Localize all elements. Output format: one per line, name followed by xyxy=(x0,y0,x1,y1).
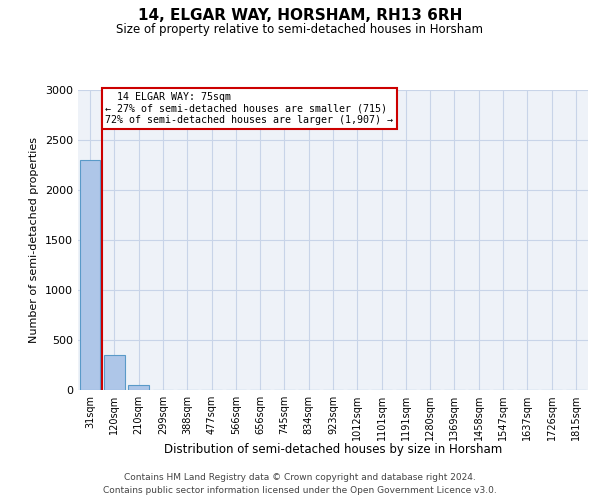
Text: 14 ELGAR WAY: 75sqm
← 27% of semi-detached houses are smaller (715)
72% of semi-: 14 ELGAR WAY: 75sqm ← 27% of semi-detach… xyxy=(106,92,394,125)
Text: Contains public sector information licensed under the Open Government Licence v3: Contains public sector information licen… xyxy=(103,486,497,495)
Bar xyxy=(128,385,149,390)
Bar xyxy=(104,355,125,390)
Bar xyxy=(80,160,100,390)
Text: Size of property relative to semi-detached houses in Horsham: Size of property relative to semi-detach… xyxy=(116,22,484,36)
Text: Distribution of semi-detached houses by size in Horsham: Distribution of semi-detached houses by … xyxy=(164,442,502,456)
Text: Contains HM Land Registry data © Crown copyright and database right 2024.: Contains HM Land Registry data © Crown c… xyxy=(124,472,476,482)
Y-axis label: Number of semi-detached properties: Number of semi-detached properties xyxy=(29,137,40,343)
Text: 14, ELGAR WAY, HORSHAM, RH13 6RH: 14, ELGAR WAY, HORSHAM, RH13 6RH xyxy=(138,8,462,22)
